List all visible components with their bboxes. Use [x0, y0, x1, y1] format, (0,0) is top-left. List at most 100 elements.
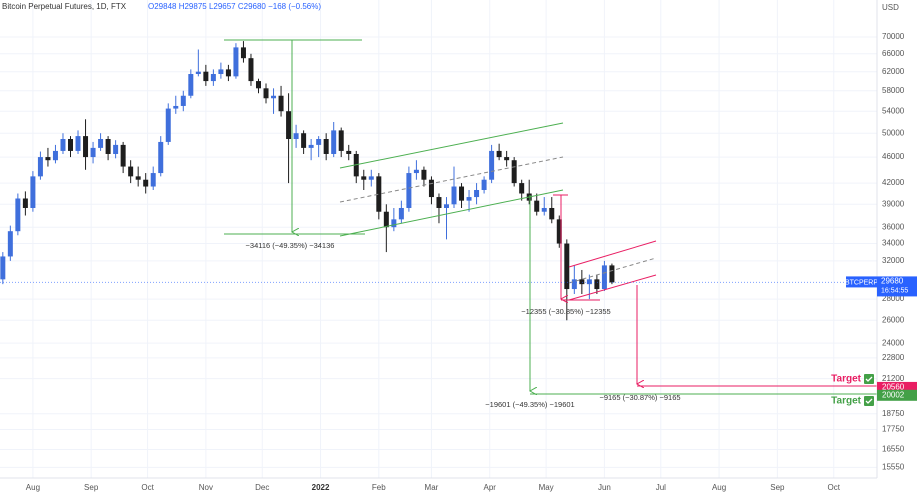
y-tick-label: 28000	[882, 294, 905, 303]
candle-body	[0, 256, 6, 280]
candle-body	[383, 211, 389, 228]
candle-body	[180, 95, 186, 106]
x-tick-label: Oct	[141, 483, 154, 492]
candle-body	[519, 183, 525, 194]
x-tick-label: Oct	[828, 483, 841, 492]
measure-label: −9165 (−30.87%) −9165	[599, 393, 680, 402]
candle-body	[52, 150, 58, 161]
y-tick-label: 17750	[882, 425, 905, 434]
check	[865, 376, 873, 382]
x-tick-label: Mar	[425, 483, 439, 492]
axes: Aug Sep Oct Nov Dec 2022 Feb Mar Apr May Jun Jul Aug…	[0, 32, 917, 492]
candle-body	[301, 133, 307, 148]
y-tick-label: 39000	[882, 199, 905, 208]
candle-body	[316, 139, 322, 145]
candle-body	[195, 71, 201, 75]
currency: USD	[882, 3, 899, 12]
candle-body	[534, 200, 540, 212]
candle-body	[586, 279, 592, 285]
x-tick-label: Aug	[712, 483, 726, 492]
candle-body	[594, 279, 600, 290]
candle-body	[331, 130, 337, 154]
candle-body	[67, 139, 73, 151]
y-tick-label: 32000	[882, 256, 905, 265]
target-label: Target	[831, 396, 861, 407]
y-tick-label: 21200	[882, 374, 905, 383]
channel-mid	[568, 257, 657, 284]
channel-line	[339, 189, 564, 237]
candle-body	[391, 219, 397, 228]
y-tick-label: 46000	[882, 152, 905, 161]
candle-body	[511, 160, 517, 184]
candle-body	[421, 169, 427, 180]
candle-body	[293, 133, 299, 140]
x-tick-label: Apr	[484, 483, 497, 492]
y-tick-label: 42000	[882, 178, 905, 187]
candle-body	[37, 157, 43, 177]
x-tick-label: Sep	[770, 483, 785, 492]
candle-body	[90, 147, 96, 158]
channel-line	[568, 274, 657, 301]
candle-body	[504, 157, 510, 161]
x-tick-label: Aug	[26, 483, 40, 492]
candle-body	[556, 219, 562, 244]
y-tick-label: 50000	[882, 128, 905, 137]
candle-body	[255, 81, 261, 89]
drawings	[224, 39, 877, 394]
candle-body	[165, 108, 171, 142]
candle-body	[188, 74, 194, 96]
candle-body	[376, 176, 382, 212]
candle-body	[135, 176, 141, 180]
candle-body	[361, 176, 367, 180]
candle-body	[233, 47, 239, 77]
ohlc-readout: O29848 H29875 L29657 C29680 −168 (−0.56%…	[148, 2, 321, 11]
candle-body	[120, 144, 126, 167]
candle-body	[75, 136, 81, 151]
y-tick-label: 36000	[882, 222, 905, 231]
check	[865, 398, 873, 404]
y-tick-label: 66000	[882, 49, 905, 58]
candle-body	[30, 176, 36, 208]
candle-body	[278, 95, 284, 112]
y-tick-label: 70000	[882, 32, 905, 41]
chart-title: Bitcoin Perpetual Futures, 1D, FTX	[2, 2, 127, 11]
candle-body	[459, 186, 465, 201]
candle-body	[60, 139, 66, 151]
check-icon	[864, 374, 874, 384]
candle-body	[158, 141, 164, 174]
price-tag-bg	[877, 381, 917, 393]
candle-body	[45, 157, 51, 161]
price-tag-bg	[877, 276, 917, 297]
candle-body	[601, 265, 607, 290]
x-tick-label: Jul	[656, 483, 666, 492]
candle-body	[323, 139, 329, 154]
candle-body	[15, 198, 21, 232]
candle-body	[271, 95, 277, 99]
y-tick-label: 16550	[882, 445, 905, 454]
candle-body	[286, 111, 292, 140]
x-tick-label: Jun	[598, 483, 611, 492]
y-tick-label: 62000	[882, 67, 905, 76]
candle-body	[128, 166, 134, 177]
candle-body	[466, 197, 472, 201]
candle-body	[83, 136, 89, 158]
symbol-tag: BTCPERP	[845, 279, 878, 286]
channel-line	[339, 122, 564, 169]
y-tick-label: 18750	[882, 409, 905, 418]
candle-body	[474, 189, 480, 198]
candle-body	[436, 197, 442, 208]
candle-body	[7, 231, 13, 257]
price-tag: 20560	[882, 383, 905, 392]
candle-body	[571, 279, 577, 290]
candle-body	[173, 105, 179, 109]
price-tag-bg	[877, 389, 917, 401]
y-tick-label: 34000	[882, 239, 905, 248]
candle-body	[225, 69, 231, 77]
y-tick-label: 54000	[882, 106, 905, 115]
candle-body	[368, 176, 374, 180]
candle-body	[443, 204, 449, 208]
check-icon	[864, 396, 874, 406]
candle-body	[22, 198, 28, 208]
candle-body	[210, 74, 216, 82]
countdown: 16:54:55	[881, 287, 908, 294]
